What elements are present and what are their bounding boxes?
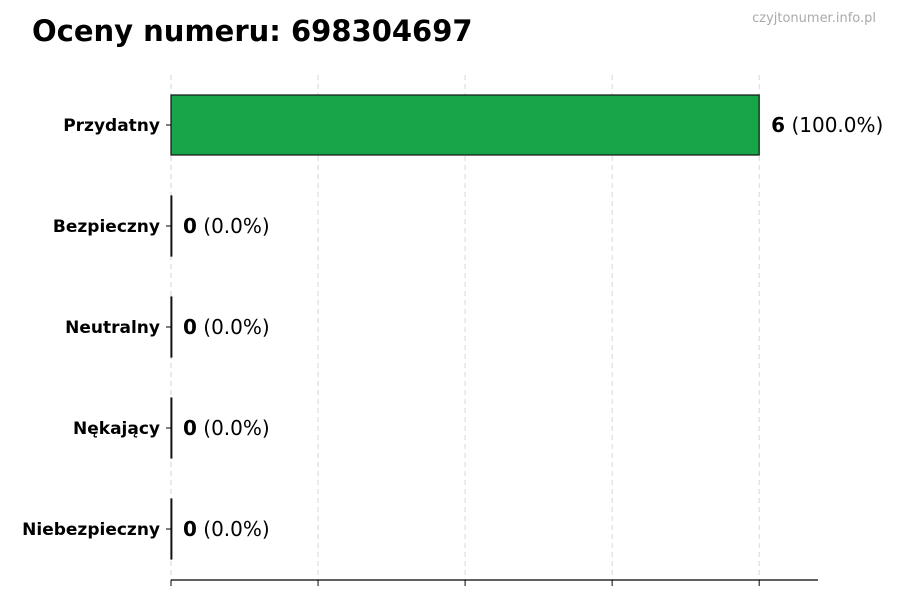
category-label: Neutralny — [65, 318, 160, 338]
category-label: Niebezpieczny — [22, 520, 160, 540]
data-value: 0 — [183, 416, 197, 440]
bar-niebezpieczny — [170, 498, 173, 560]
category-label: Przydatny — [63, 116, 160, 136]
data-label: 0 (0.0%) — [183, 416, 270, 440]
watermark: czyjtonumer.info.pl — [752, 11, 876, 26]
bar-przydatny — [170, 94, 760, 156]
chart-title: Oceny numeru: 698304697 — [32, 14, 473, 48]
data-percent: (0.0%) — [197, 315, 270, 339]
data-percent: (0.0%) — [197, 214, 270, 238]
data-percent: (0.0%) — [197, 416, 270, 440]
data-percent: (100.0%) — [785, 113, 883, 137]
category-label: Nękający — [73, 419, 160, 439]
data-value: 6 — [771, 113, 785, 137]
data-label: 6 (100.0%) — [771, 113, 883, 137]
bar-neutralny — [170, 296, 173, 358]
bar-bezpieczny — [170, 195, 173, 257]
data-value: 0 — [183, 315, 197, 339]
data-label: 0 (0.0%) — [183, 315, 270, 339]
data-label: 0 (0.0%) — [183, 517, 270, 541]
category-label: Bezpieczny — [53, 217, 160, 237]
data-value: 0 — [183, 214, 197, 238]
data-percent: (0.0%) — [197, 517, 270, 541]
data-value: 0 — [183, 517, 197, 541]
bar-nękający — [170, 397, 173, 459]
data-label: 0 (0.0%) — [183, 214, 270, 238]
